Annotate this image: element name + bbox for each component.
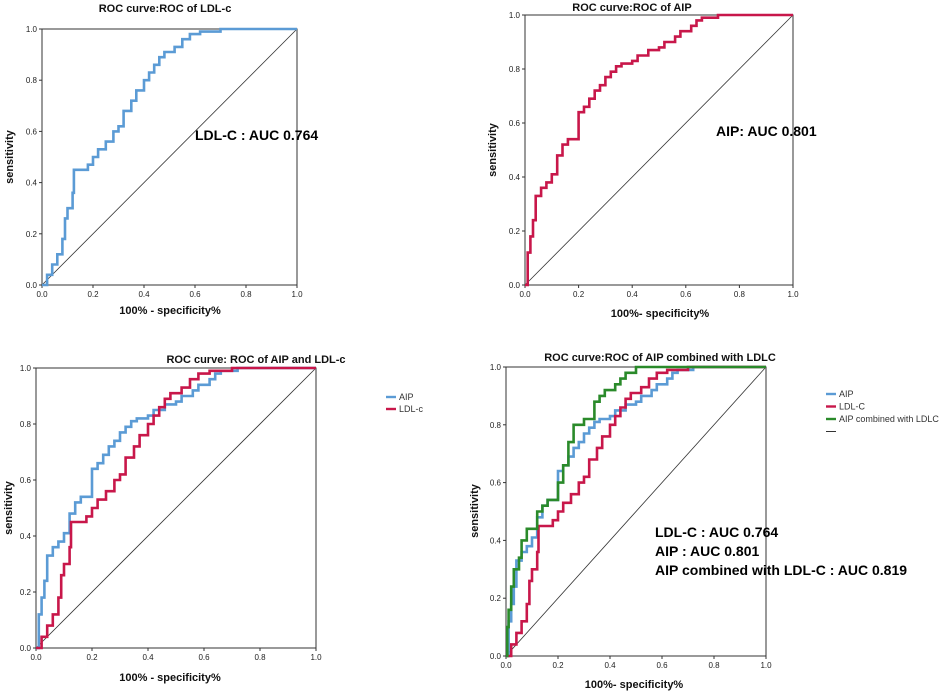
y-tick-label: 0.8 xyxy=(26,76,38,85)
x-tick-label: 0.4 xyxy=(142,653,154,662)
plot-frame xyxy=(35,367,317,649)
y-tick-label: 1.0 xyxy=(20,364,32,373)
y-tick-label: 0.4 xyxy=(509,173,521,182)
y-tick-label: 0.8 xyxy=(509,65,521,74)
y-tick-label: 0.4 xyxy=(26,179,38,188)
y-tick-label: 0.0 xyxy=(20,644,32,653)
y-tick-label: 0.6 xyxy=(509,119,521,128)
roc-curve-aip xyxy=(525,13,793,287)
y-tick-label: 0.0 xyxy=(26,281,38,290)
auc-annotation: AIP combined with LDL-C : AUC 0.819 xyxy=(655,562,907,578)
reference-diagonal xyxy=(35,367,317,649)
y-tick-label: 1.0 xyxy=(490,363,502,372)
auc-annotation: LDL-C : AUC 0.764 xyxy=(655,524,778,540)
y-axis-label: sensitivity xyxy=(4,129,16,184)
x-tick-label: 0.8 xyxy=(240,290,252,299)
x-tick-label: 0.0 xyxy=(30,653,42,662)
y-tick-label: 0.4 xyxy=(20,532,32,541)
x-tick-label: 1.0 xyxy=(787,290,799,299)
x-tick-label: 0.0 xyxy=(500,661,512,670)
x-tick-label: 0.6 xyxy=(680,290,692,299)
x-tick-label: 0.6 xyxy=(189,290,201,299)
auc-annotation: AIP: AUC 0.801 xyxy=(716,123,817,139)
x-tick-label: 1.0 xyxy=(760,661,772,670)
legend-label: AIP xyxy=(399,392,414,402)
x-tick-label: 0.0 xyxy=(519,290,531,299)
x-tick-label: 0.0 xyxy=(36,290,48,299)
y-tick-label: 0.0 xyxy=(509,281,521,290)
y-tick-label: 0.6 xyxy=(490,479,502,488)
auc-annotation: LDL-C : AUC 0.764 xyxy=(195,127,318,143)
roc-panel-2: ROC curve:ROC of AIP 0.0 0.2 0.4 0.6 0.8 1.0 0.… xyxy=(487,2,817,320)
y-tick-label: 0.6 xyxy=(20,476,32,485)
x-tick-label: 0.4 xyxy=(627,290,639,299)
y-tick-label: 0.2 xyxy=(26,230,38,239)
y-tick-label: 0.2 xyxy=(490,594,502,603)
x-tick-label: 1.0 xyxy=(310,653,322,662)
y-tick-label: 0.2 xyxy=(509,227,521,236)
x-tick-label: 0.6 xyxy=(198,653,210,662)
legend: AIP LDL-c xyxy=(386,392,424,414)
x-axis-label: 100%- specificity% xyxy=(611,308,710,320)
auc-annotation: AIP : AUC 0.801 xyxy=(655,543,759,559)
y-axis-label: sensitivity xyxy=(487,122,499,177)
x-tick-label: 0.4 xyxy=(604,661,616,670)
legend-label: LDL-c xyxy=(399,404,424,414)
chart-title: ROC curve: ROC of AIP and LDL-c xyxy=(166,354,345,366)
roc-panel-1: ROC curve:ROC of LDL-c 0.0 0.2 0.4 0.6 0.8 1.0… xyxy=(4,3,318,317)
plot-frame xyxy=(41,28,298,286)
x-tick-label: 1.0 xyxy=(291,290,303,299)
reference-diagonal xyxy=(505,366,767,657)
legend-label: LDL-C xyxy=(839,402,866,412)
x-tick-label: 0.6 xyxy=(656,661,668,670)
x-axis-label: 100%- specificity% xyxy=(585,679,684,691)
legend-label: AIP combined with LDLC xyxy=(839,414,939,424)
y-tick-label: 0.8 xyxy=(20,420,32,429)
reference-diagonal xyxy=(41,28,298,286)
y-tick-label: 0.4 xyxy=(490,536,502,545)
roc-curve-ldl-c xyxy=(506,365,766,658)
legend: AIP LDL-C AIP combined with LDLC xyxy=(826,389,939,432)
y-tick-label: 1.0 xyxy=(509,11,521,20)
y-tick-label: 0.0 xyxy=(490,652,502,661)
legend-label: AIP xyxy=(839,389,854,399)
y-tick-label: 0.6 xyxy=(26,127,38,136)
roc-curve-aip-combined-with-ldlc xyxy=(506,365,766,658)
plot-frame xyxy=(524,14,794,286)
y-tick-label: 1.0 xyxy=(26,25,38,34)
x-tick-label: 0.2 xyxy=(552,661,564,670)
x-axis-label: 100% - specificity% xyxy=(119,305,221,317)
x-axis-label: 100% - specificity% xyxy=(119,672,221,684)
y-tick-label: 0.2 xyxy=(20,588,32,597)
roc-curve-ldl-c xyxy=(42,27,297,287)
x-tick-label: 0.2 xyxy=(87,290,99,299)
y-axis-label: sensitivity xyxy=(3,480,15,535)
chart-title: ROC curve:ROC of LDL-c xyxy=(99,3,232,15)
roc-curve-aip xyxy=(36,366,316,650)
x-tick-label: 0.8 xyxy=(708,661,720,670)
chart-title: ROC curve:ROC of AIP xyxy=(572,2,691,14)
roc-curve-ldl-c xyxy=(36,366,316,650)
chart-title: ROC curve:ROC of AIP combined with LDLC xyxy=(544,352,776,364)
reference-diagonal xyxy=(524,14,794,286)
roc-panel-3: ROC curve: ROC of AIP and LDL-c 0.0 0.2 0.4… xyxy=(3,354,424,684)
x-tick-label: 0.2 xyxy=(573,290,585,299)
y-tick-label: 0.8 xyxy=(490,421,502,430)
x-tick-label: 0.8 xyxy=(254,653,266,662)
x-tick-label: 0.4 xyxy=(138,290,150,299)
y-axis-label: sensitivity xyxy=(469,483,481,538)
roc-panel-4: ROC curve:ROC of AIP combined with LDLC 0… xyxy=(469,352,939,691)
x-tick-label: 0.2 xyxy=(86,653,98,662)
x-tick-label: 0.8 xyxy=(734,290,746,299)
